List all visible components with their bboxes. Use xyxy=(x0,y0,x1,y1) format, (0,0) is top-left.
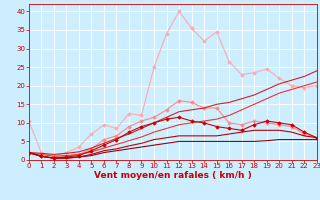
X-axis label: Vent moyen/en rafales ( km/h ): Vent moyen/en rafales ( km/h ) xyxy=(94,171,252,180)
